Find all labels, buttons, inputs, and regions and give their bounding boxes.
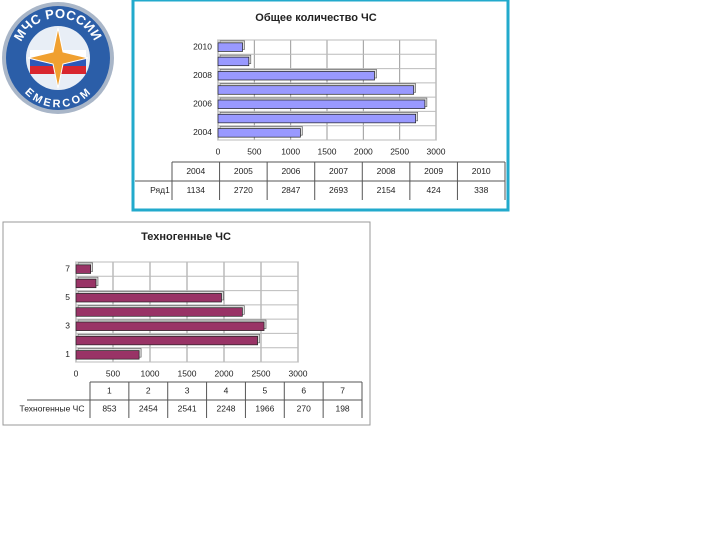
chart-title: Общее количество ЧС	[255, 12, 376, 24]
bar	[75, 321, 265, 331]
x-tick-label: 2000	[354, 146, 373, 156]
table-header: 2005	[234, 166, 253, 176]
y-tick-label: 2006	[193, 99, 212, 109]
bar	[75, 278, 97, 289]
y-tick-label: 2008	[193, 70, 212, 80]
chart: Общее количество ЧС 0 500 1000 1500 2000 2500 3…	[131, 0, 510, 212]
table-series-name: Техногенные ЧС	[20, 403, 85, 413]
y-tick-label: 1	[65, 349, 70, 359]
x-tick-label: 2000	[215, 368, 234, 378]
y-tick-label: 5	[65, 292, 70, 302]
table-header: 2010	[472, 166, 491, 176]
x-tick-label: 3000	[427, 146, 446, 156]
x-tick-label: 2500	[252, 368, 271, 378]
y-tick-label: 3	[65, 321, 70, 331]
table-series-name: Ряд1	[150, 185, 170, 195]
y-tick-label: 2004	[193, 127, 212, 137]
x-tick-label: 0	[216, 146, 221, 156]
table-header: 2009	[424, 166, 443, 176]
table-value: 2847	[281, 185, 300, 195]
table-value: 2541	[178, 403, 197, 413]
bar	[217, 42, 243, 52]
table-header: 2	[146, 385, 151, 395]
x-tick-label: 1000	[281, 146, 300, 156]
table-header: 2008	[377, 166, 396, 176]
chart: Техногенные ЧС 0 500 1000 1500 2000 2500 3000 1 3…	[2, 221, 371, 426]
table-value: 2154	[377, 185, 396, 195]
table-value: 424	[427, 185, 441, 195]
table-value: 2693	[329, 185, 348, 195]
table-header: 4	[224, 385, 229, 395]
table-header: 3	[185, 385, 190, 395]
y-tick-label: 7	[65, 263, 70, 273]
bar	[217, 71, 375, 81]
x-tick-label: 1500	[318, 146, 337, 156]
table-header: 2007	[329, 166, 348, 176]
table-value: 2454	[139, 403, 158, 413]
bar	[75, 350, 140, 360]
table-header: 2006	[281, 166, 300, 176]
table-header: 2004	[186, 166, 205, 176]
x-tick-label: 500	[247, 146, 261, 156]
logo: МЧС РОССИИ EMERCOM	[2, 2, 114, 114]
table-value: 338	[474, 185, 488, 195]
logo-star	[27, 27, 89, 89]
x-tick-label: 3000	[289, 368, 308, 378]
table-value: 853	[102, 403, 116, 413]
table-value: 1966	[255, 403, 274, 413]
table-value: 1134	[187, 185, 206, 195]
bar	[217, 113, 417, 124]
table-value: 198	[335, 403, 349, 413]
x-tick-label: 2500	[390, 146, 409, 156]
bar	[75, 293, 222, 303]
bar	[217, 99, 426, 109]
table-header: 1	[107, 385, 112, 395]
x-tick-label: 0	[74, 368, 79, 378]
chart-title: Техногенные ЧС	[141, 231, 231, 243]
bar	[217, 56, 250, 67]
table-value: 270	[297, 403, 311, 413]
y-tick-label: 2010	[193, 41, 212, 51]
table-header: 7	[340, 385, 345, 395]
table-header: 6	[301, 385, 306, 395]
table-value: 2720	[234, 185, 253, 195]
x-tick-label: 1500	[178, 368, 197, 378]
x-tick-label: 500	[106, 368, 120, 378]
bar	[75, 307, 243, 317]
bar	[75, 264, 92, 274]
bar	[217, 128, 301, 138]
table-header: 5	[262, 385, 267, 395]
table-value: 2248	[217, 403, 236, 413]
bar	[217, 85, 415, 95]
x-tick-label: 1000	[141, 368, 160, 378]
bar	[75, 335, 258, 346]
